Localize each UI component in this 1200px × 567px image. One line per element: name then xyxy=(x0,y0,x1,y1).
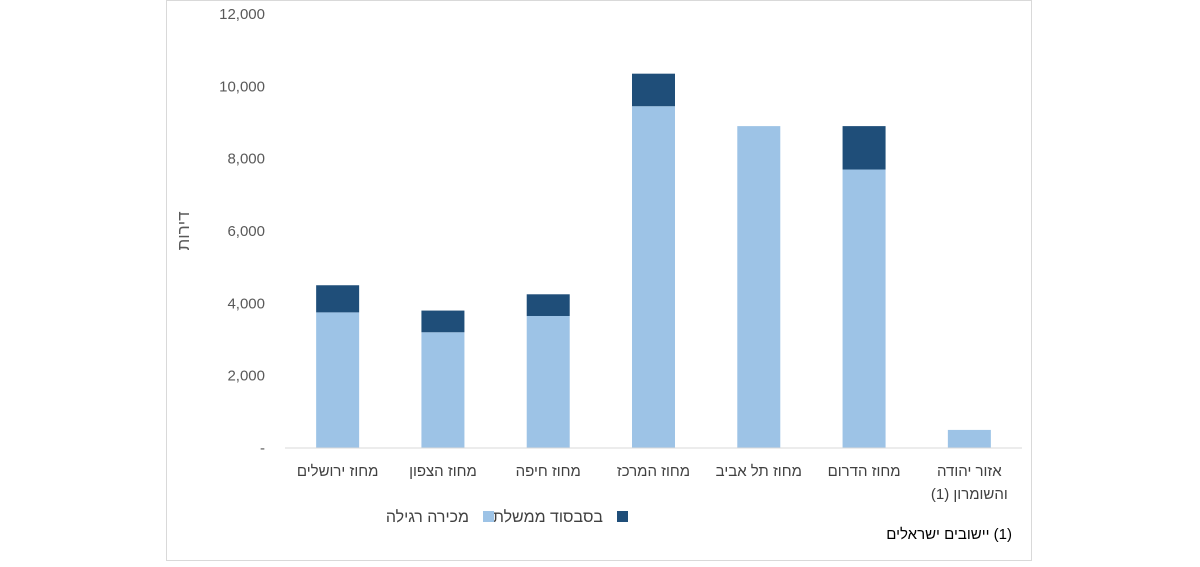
x-tick-label: מחוז ירושלים xyxy=(297,463,379,480)
y-tick-label: 12,000 xyxy=(219,6,265,23)
bar-segment-regular-sale xyxy=(316,312,360,448)
y-axis-title-group: דירות xyxy=(174,211,193,250)
legend-swatch xyxy=(617,511,628,522)
y-tick-label: 8,000 xyxy=(227,151,265,168)
bar-segment-government-subsidy xyxy=(316,285,360,313)
y-tick-label: 4,000 xyxy=(227,295,265,312)
y-tick-label: 6,000 xyxy=(227,223,265,240)
bar-segment-regular-sale xyxy=(526,315,570,448)
legend-label: בסבסוד ממשלתי xyxy=(489,508,604,526)
x-tick-label: והשומרון (1) xyxy=(931,486,1008,503)
x-tick-label: מחוז תל אביב xyxy=(716,463,802,480)
bar-segment-government-subsidy xyxy=(632,73,675,107)
legend: בסבסוד ממשלתי מכירה רגילה xyxy=(386,508,628,526)
footnote: (1) יישובים ישראלים xyxy=(886,526,1012,543)
y-tick-label: - xyxy=(260,440,265,457)
bars xyxy=(316,73,991,448)
legend-label: מכירה רגילה xyxy=(386,508,469,526)
chart-area: דירות -2,000 4,000 6,000 8,000 10,000 12,000 … xyxy=(166,0,1032,561)
legend-swatch xyxy=(483,511,494,522)
y-tick-label: 10,000 xyxy=(219,78,265,95)
x-tick-label: מחוז חיפה xyxy=(516,463,581,480)
y-tick-label: 2,000 xyxy=(227,368,265,385)
bar-segment-regular-sale xyxy=(737,126,781,448)
bar-segment-regular-sale xyxy=(842,169,886,448)
y-axis-ticks: - 2,000 4,000 6,000 8,000 10,000 12,000 xyxy=(219,6,265,457)
bar-segment-government-subsidy xyxy=(421,310,465,333)
x-tick-label: מחוז הדרום xyxy=(828,463,901,480)
x-tick-label: מחוז המרכז xyxy=(617,463,690,480)
x-axis-ticks: מחוז ירושלים מחוז הצפון מחוז חיפה מחוז המרכ… xyxy=(297,463,1008,503)
bar-segment-regular-sale xyxy=(947,429,991,448)
bar-segment-regular-sale xyxy=(632,106,675,448)
x-tick-label: אזור יהודה xyxy=(937,463,1002,480)
x-tick-label: מחוז הצפון xyxy=(409,463,477,480)
bar-segment-government-subsidy xyxy=(526,294,570,316)
y-axis-title: דירות xyxy=(174,211,193,250)
bar-segment-government-subsidy xyxy=(842,126,886,170)
bar-segment-regular-sale xyxy=(421,332,465,448)
stacked-bar-chart: דירות -2,0004,0006,0008,00010,00012,000 … xyxy=(174,6,1022,526)
